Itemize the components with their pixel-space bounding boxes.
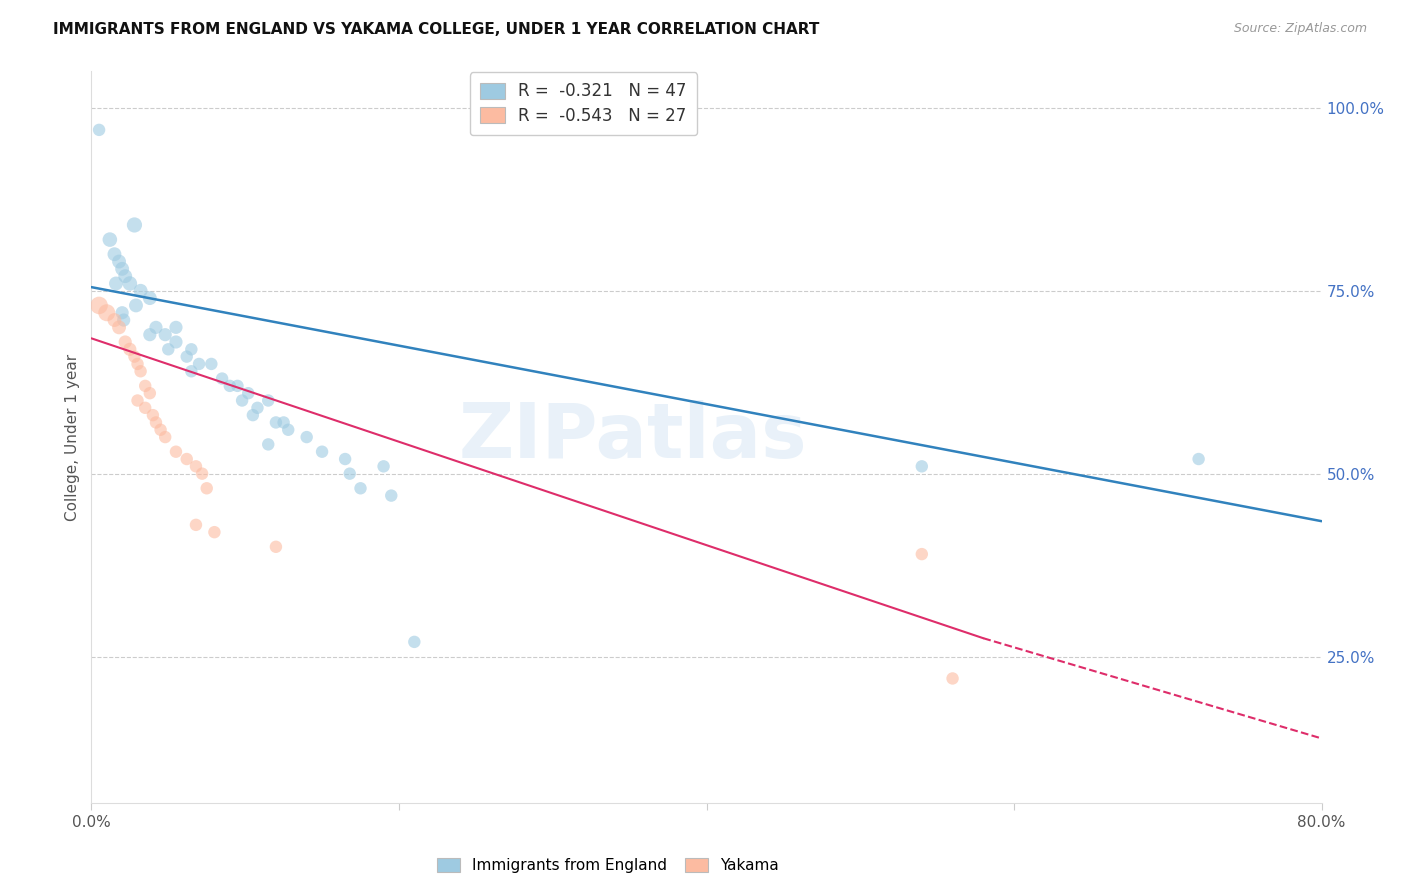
Point — [105, 277, 127, 291]
Point — [108, 320, 131, 334]
Point — [180, 343, 202, 357]
Point — [176, 350, 198, 364]
Point — [87, 123, 110, 137]
Point — [103, 313, 125, 327]
Point — [273, 416, 295, 430]
Point — [180, 364, 202, 378]
Point — [134, 401, 156, 415]
Point — [191, 467, 214, 481]
Point — [153, 430, 177, 444]
Point — [149, 423, 172, 437]
Point — [129, 284, 152, 298]
Legend: Immigrants from England, Yakama: Immigrants from England, Yakama — [430, 852, 786, 880]
Point — [941, 672, 963, 686]
Point — [200, 357, 222, 371]
Point — [311, 444, 333, 458]
Point — [111, 306, 134, 320]
Point — [134, 379, 156, 393]
Point — [108, 254, 131, 268]
Point — [295, 430, 318, 444]
Point — [188, 357, 211, 371]
Point — [184, 459, 207, 474]
Point — [165, 334, 187, 349]
Point — [139, 386, 162, 401]
Point — [277, 423, 299, 437]
Point — [145, 320, 167, 334]
Point — [157, 343, 180, 357]
Point — [139, 291, 162, 305]
Point — [238, 386, 260, 401]
Point — [911, 459, 934, 474]
Point — [246, 401, 269, 415]
Point — [145, 416, 167, 430]
Point — [153, 327, 177, 342]
Point — [218, 379, 240, 393]
Text: IMMIGRANTS FROM ENGLAND VS YAKAMA COLLEGE, UNDER 1 YEAR CORRELATION CHART: IMMIGRANTS FROM ENGLAND VS YAKAMA COLLEG… — [53, 22, 820, 37]
Point — [333, 452, 356, 467]
Point — [118, 343, 141, 357]
Point — [242, 408, 264, 422]
Point — [211, 371, 233, 385]
Point — [127, 357, 149, 371]
Point — [349, 481, 371, 495]
Point — [112, 313, 135, 327]
Point — [98, 233, 121, 247]
Point — [226, 379, 249, 393]
Point — [96, 306, 118, 320]
Point — [127, 393, 149, 408]
Point — [195, 481, 218, 495]
Text: ZIPatlas: ZIPatlas — [458, 401, 807, 474]
Point — [118, 277, 141, 291]
Point — [142, 408, 165, 422]
Point — [264, 540, 287, 554]
Y-axis label: College, Under 1 year: College, Under 1 year — [65, 353, 80, 521]
Point — [257, 393, 280, 408]
Point — [257, 437, 280, 451]
Point — [404, 635, 426, 649]
Point — [124, 218, 146, 232]
Point — [264, 416, 287, 430]
Point — [231, 393, 253, 408]
Point — [139, 327, 162, 342]
Point — [184, 517, 207, 532]
Point — [202, 525, 225, 540]
Point — [103, 247, 125, 261]
Point — [176, 452, 198, 467]
Text: Source: ZipAtlas.com: Source: ZipAtlas.com — [1233, 22, 1367, 36]
Point — [124, 350, 146, 364]
Point — [111, 261, 134, 276]
Point — [339, 467, 361, 481]
Point — [165, 444, 187, 458]
Point — [125, 298, 148, 312]
Point — [114, 269, 136, 284]
Point — [911, 547, 934, 561]
Point — [129, 364, 152, 378]
Point — [380, 489, 402, 503]
Point — [165, 320, 187, 334]
Point — [87, 298, 110, 312]
Point — [1187, 452, 1209, 467]
Point — [114, 334, 136, 349]
Point — [373, 459, 395, 474]
